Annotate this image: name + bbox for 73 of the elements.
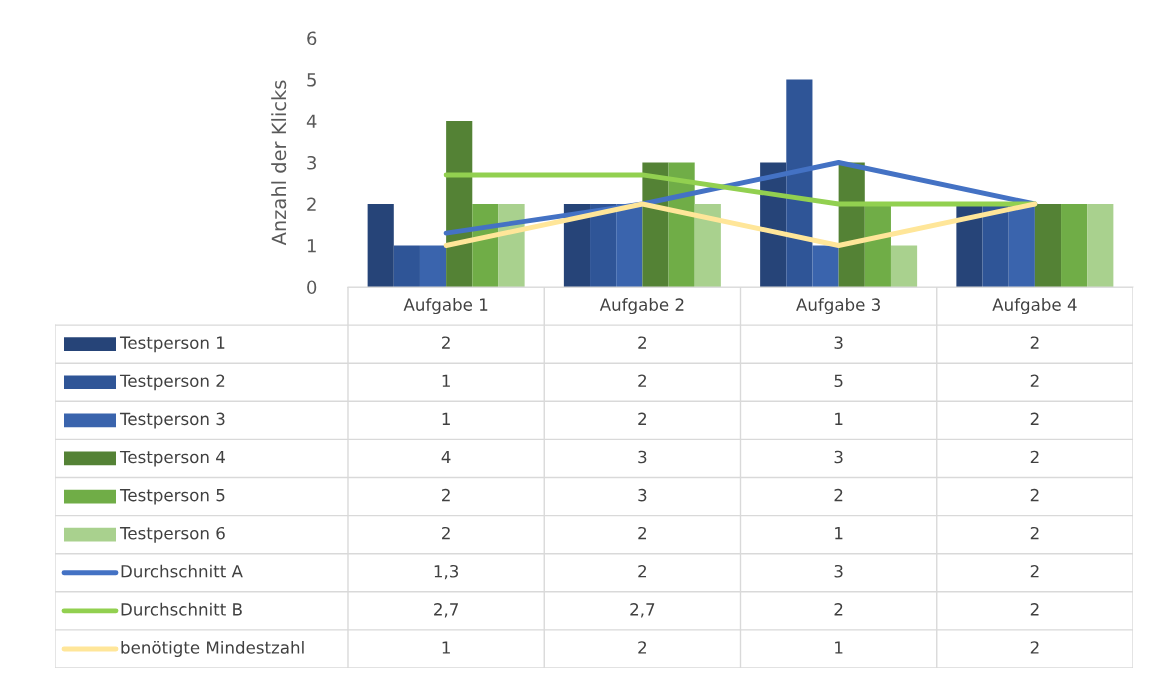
bar bbox=[1034, 204, 1062, 287]
legend-label: Testperson 3 bbox=[119, 412, 225, 429]
data-label: 2 bbox=[1030, 526, 1039, 540]
data-label: 1 bbox=[835, 412, 843, 425]
bar bbox=[1008, 204, 1035, 287]
data-label: 2 bbox=[834, 488, 843, 502]
x-tick-label: Aufgabe 4 bbox=[992, 297, 1077, 315]
legend-label: Testperson 4 bbox=[119, 450, 225, 467]
data-label: 3 bbox=[834, 564, 843, 578]
data-label: 2 bbox=[1030, 374, 1039, 387]
legend-label: Testperson 5 bbox=[119, 489, 225, 505]
bar bbox=[864, 204, 891, 287]
data-label: 2,7 bbox=[434, 603, 458, 618]
bar bbox=[1061, 204, 1088, 287]
y-tick-label: 5 bbox=[307, 73, 316, 87]
y-tick-label: 4 bbox=[306, 114, 317, 128]
data-label: 2 bbox=[442, 336, 450, 349]
data-label: 2 bbox=[1030, 336, 1039, 349]
data-label: 2 bbox=[638, 412, 647, 425]
data-label: 2 bbox=[638, 641, 647, 654]
bar bbox=[694, 204, 721, 287]
y-tick-label: 6 bbox=[307, 31, 317, 46]
data-label: 2 bbox=[442, 488, 450, 502]
y-tick-label: 1 bbox=[307, 239, 316, 253]
data-label: 1 bbox=[442, 412, 450, 425]
data-label: 2,7 bbox=[630, 603, 655, 618]
data-label: 5 bbox=[834, 374, 843, 388]
y-axis-title: Anzahl der Klicks bbox=[271, 80, 287, 246]
bar bbox=[367, 204, 394, 287]
data-label: 3 bbox=[638, 450, 647, 464]
data-label: 1 bbox=[442, 641, 450, 654]
bar bbox=[1087, 204, 1114, 287]
data-label: 2 bbox=[1030, 564, 1039, 578]
data-label: 1 bbox=[835, 527, 843, 540]
data-label: 2 bbox=[1030, 603, 1039, 616]
legend-label: Durchschnitt B bbox=[121, 602, 242, 616]
data-label: 2 bbox=[834, 603, 843, 616]
y-tick-label: 3 bbox=[307, 155, 316, 170]
bar bbox=[393, 245, 420, 287]
legend-label: Testperson 6 bbox=[119, 526, 225, 543]
bar bbox=[956, 204, 983, 287]
x-tick-label: Aufgabe 2 bbox=[599, 297, 684, 315]
legend-label: Testperson 2 bbox=[119, 374, 225, 391]
bar bbox=[812, 245, 839, 287]
data-label: 1 bbox=[442, 374, 450, 387]
bar bbox=[419, 245, 447, 287]
data-label: 2 bbox=[442, 526, 450, 540]
data-label: 2 bbox=[1030, 412, 1039, 425]
data-label: 3 bbox=[638, 488, 647, 502]
legend-label: Testperson 1 bbox=[119, 336, 225, 353]
bar bbox=[616, 204, 643, 287]
y-tick-label: 2 bbox=[307, 197, 316, 211]
bar bbox=[982, 204, 1009, 287]
data-label: 2 bbox=[1030, 488, 1039, 502]
data-label: 4 bbox=[441, 450, 451, 464]
data-label: 1,3 bbox=[434, 564, 459, 580]
data-label: 2 bbox=[638, 526, 647, 540]
data-label: 2 bbox=[1030, 641, 1039, 654]
data-label: 2 bbox=[638, 564, 647, 578]
bar bbox=[890, 245, 918, 287]
legend-label: benötigte Mindestzahl bbox=[121, 640, 304, 658]
legend-label: Durchschnitt A bbox=[121, 564, 243, 578]
data-label: 3 bbox=[834, 336, 843, 349]
data-label: 1 bbox=[835, 641, 843, 654]
bar bbox=[446, 121, 473, 287]
bar bbox=[786, 79, 813, 287]
data-label: 2 bbox=[1030, 450, 1039, 464]
data-label: 2 bbox=[638, 336, 647, 349]
data-label: 2 bbox=[638, 374, 647, 387]
data-label: 3 bbox=[834, 450, 843, 464]
x-tick-label: Aufgabe 3 bbox=[796, 297, 880, 315]
y-tick-label: 0 bbox=[307, 280, 317, 295]
x-tick-label: Aufgabe 1 bbox=[403, 297, 488, 315]
